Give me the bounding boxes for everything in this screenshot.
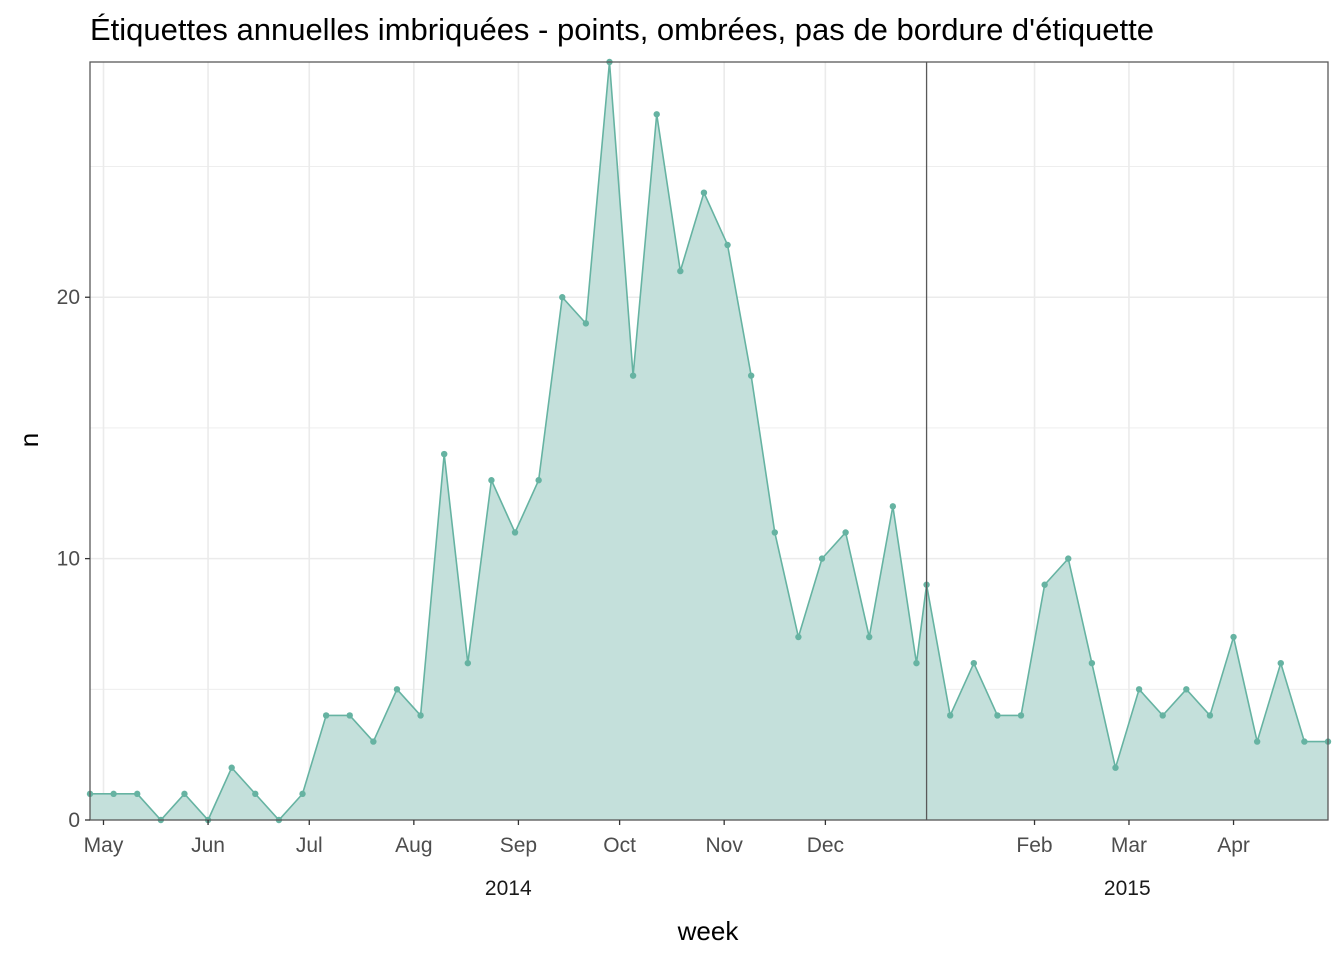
data-point [1301, 738, 1308, 745]
data-point [370, 738, 377, 745]
series-line [90, 61, 1328, 822]
x-tick-label: Jul [296, 834, 323, 857]
x-tick-label: Nov [706, 834, 744, 857]
data-point [1017, 712, 1025, 719]
data-point [866, 633, 873, 641]
area-layer [90, 61, 1328, 822]
area-fill [90, 62, 1328, 820]
axes-layer: 0 10 20 May Jun Jul Aug Sep Oct Nov Dec Feb Mar Apr 20… [57, 61, 1329, 900]
data-point [559, 294, 566, 301]
x-tick-label: Aug [395, 834, 432, 857]
data-point [417, 712, 424, 719]
y-axis-title: n [14, 433, 44, 447]
y-tick-label: 0 [68, 809, 80, 832]
data-point [747, 372, 755, 379]
data-point [795, 633, 802, 641]
chart-title: Étiquettes annuelles imbriquées - points… [90, 12, 1154, 47]
y-tick-label: 10 [57, 548, 80, 571]
x-tick-label: Sep [500, 834, 537, 857]
data-point [889, 503, 897, 510]
panel-border [89, 61, 1329, 821]
year-label: 2015 [1104, 877, 1151, 900]
data-point [653, 111, 660, 118]
data-point [535, 477, 542, 484]
data-point [322, 712, 330, 719]
x-tick-label: May [84, 834, 124, 857]
data-point [1159, 712, 1166, 719]
points-layer [86, 58, 1332, 824]
x-tick-label: Feb [1016, 834, 1052, 857]
data-point [228, 764, 235, 771]
data-point [1112, 764, 1119, 771]
data-point [994, 712, 1001, 719]
data-point [488, 477, 495, 484]
x-tick-label: Mar [1111, 834, 1147, 857]
x-axis-title: week [677, 916, 740, 946]
data-point [511, 529, 519, 536]
x-tick-label: Dec [807, 834, 844, 857]
data-point [181, 790, 188, 798]
data-point [110, 790, 117, 798]
x-tick-label: Oct [603, 834, 636, 857]
data-point [582, 320, 590, 327]
x-tick-label: Jun [191, 834, 225, 857]
data-point [724, 241, 731, 249]
data-point [1206, 712, 1214, 719]
data-point [842, 529, 849, 536]
y-tick-label: 20 [57, 286, 80, 309]
data-point [629, 372, 637, 379]
data-point [252, 790, 259, 798]
data-point [299, 790, 306, 798]
data-point [1277, 659, 1284, 667]
data-point [700, 189, 708, 196]
data-point [346, 712, 353, 719]
data-point [1253, 738, 1261, 745]
x-tick-label: Apr [1217, 834, 1250, 857]
data-point [440, 450, 448, 458]
data-point [771, 529, 778, 536]
year-label: 2014 [485, 877, 532, 900]
data-point [1230, 633, 1237, 641]
data-point [1135, 686, 1143, 693]
data-point [818, 555, 826, 562]
data-point [464, 659, 472, 667]
data-point [677, 267, 684, 275]
data-point [1183, 686, 1190, 693]
data-point [970, 659, 978, 667]
data-point [1065, 555, 1072, 562]
data-point [1088, 659, 1096, 667]
data-point [913, 659, 920, 667]
data-point [946, 712, 954, 719]
data-point [1041, 581, 1048, 588]
data-point [393, 686, 401, 693]
data-point [134, 790, 141, 798]
